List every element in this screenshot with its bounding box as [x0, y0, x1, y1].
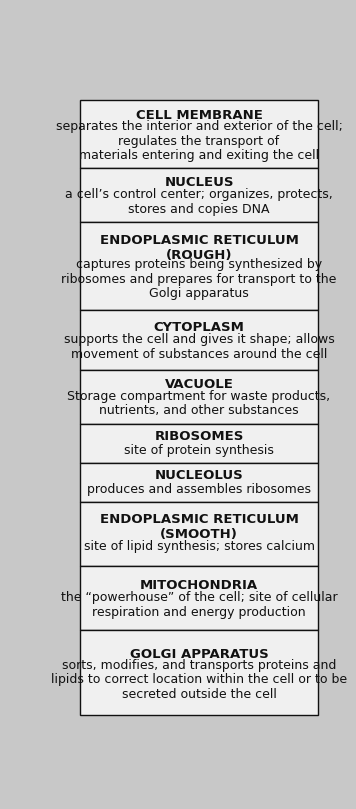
Text: ENDOPLASMIC RETICULUM
(SMOOTH): ENDOPLASMIC RETICULUM (SMOOTH) [100, 514, 298, 541]
Bar [80, 310, 318, 370]
Text: NUCLEOLUS: NUCLEOLUS [155, 469, 244, 482]
Text: supports the cell and gives it shape; allows
movement of substances around the c: supports the cell and gives it shape; al… [64, 333, 334, 361]
Text: NUCLEUS: NUCLEUS [164, 176, 234, 189]
Text: RIBOSOMES: RIBOSOMES [154, 430, 244, 443]
Bar [80, 168, 318, 222]
Bar [80, 370, 318, 424]
Text: the “powerhouse” of the cell; site of cellular
respiration and energy production: the “powerhouse” of the cell; site of ce… [61, 591, 337, 619]
Text: ENDOPLASMIC RETICULUM
(ROUGH): ENDOPLASMIC RETICULUM (ROUGH) [100, 235, 298, 262]
Bar [80, 502, 318, 566]
Bar [80, 222, 318, 310]
Text: sorts, modifies, and transports proteins and
lipids to correct location within t: sorts, modifies, and transports proteins… [51, 659, 347, 701]
Text: MITOCHONDRIA: MITOCHONDRIA [140, 579, 258, 592]
Bar [80, 630, 318, 715]
Text: CYTOPLASM: CYTOPLASM [153, 321, 245, 334]
Text: GOLGI APPARATUS: GOLGI APPARATUS [130, 648, 268, 661]
Text: separates the interior and exterior of the cell;
regulates the transport of
mate: separates the interior and exterior of t… [56, 120, 342, 162]
Bar [80, 566, 318, 630]
Text: site of lipid synthesis; stores calcium: site of lipid synthesis; stores calcium [84, 540, 314, 553]
Text: produces and assembles ribosomes: produces and assembles ribosomes [87, 483, 311, 496]
Bar [80, 424, 318, 463]
Text: VACUOLE: VACUOLE [164, 378, 234, 391]
Text: site of protein synthesis: site of protein synthesis [124, 443, 274, 456]
Bar [80, 100, 318, 168]
Text: captures proteins being synthesized by
ribosomes and prepares for transport to t: captures proteins being synthesized by r… [61, 258, 337, 300]
Text: a cell’s control center; organizes, protects,
stores and copies DNA: a cell’s control center; organizes, prot… [65, 188, 333, 216]
Bar [80, 463, 318, 502]
Text: Storage compartment for waste products,
nutrients, and other substances: Storage compartment for waste products, … [67, 390, 331, 417]
Text: CELL MEMBRANE: CELL MEMBRANE [136, 109, 262, 122]
